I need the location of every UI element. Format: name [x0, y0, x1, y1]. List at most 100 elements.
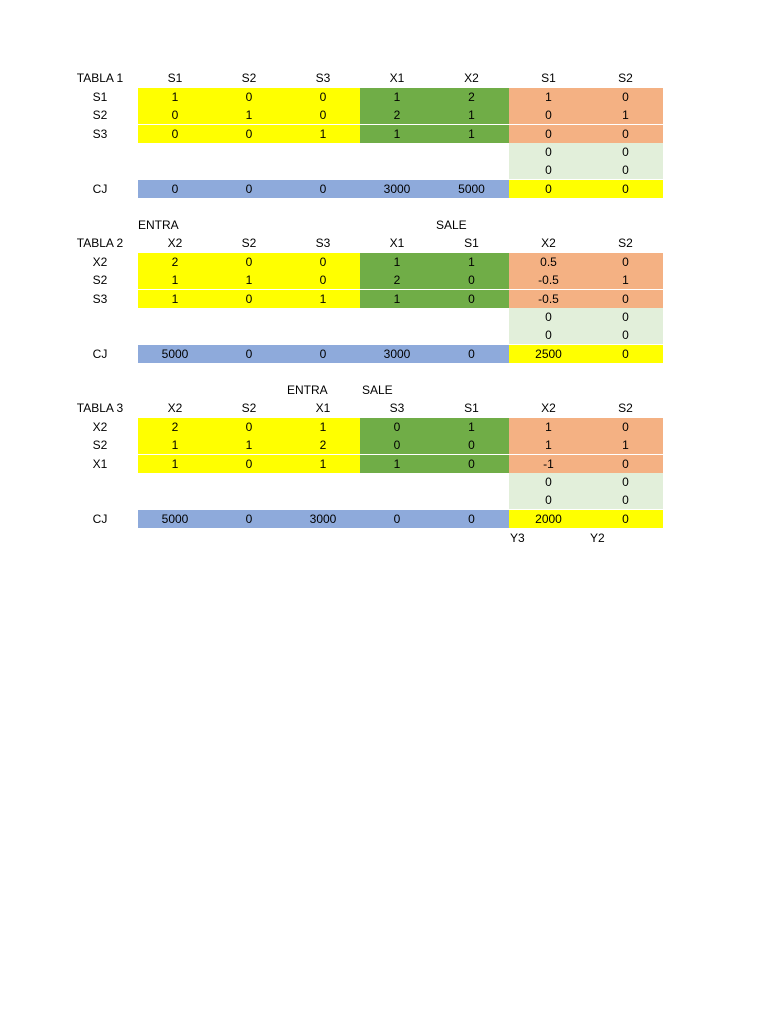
cell: 0 [588, 326, 663, 345]
cell: 0 [509, 106, 588, 125]
cell: 1 [138, 271, 212, 290]
cell: 0 [509, 124, 588, 143]
cell: 0 [360, 436, 434, 455]
table-label: TABLA 1 [76, 71, 124, 85]
cell: 0 [588, 289, 663, 308]
note: ENTRA [287, 383, 328, 397]
column-header: S2 [241, 71, 257, 85]
row-label: S3 [92, 126, 108, 141]
row-label: CJ [92, 181, 108, 196]
cell: 0 [588, 161, 663, 180]
column-header: X2 [167, 236, 183, 250]
table-label: TABLA 3 [76, 401, 124, 415]
cell: 1 [212, 271, 286, 290]
column-header: X2 [464, 71, 479, 85]
cell: 0 [509, 472, 588, 491]
footer-note: Y3 [510, 531, 525, 545]
cell: -1 [509, 454, 588, 473]
note: SALE [436, 218, 467, 232]
cell: 1 [360, 253, 434, 271]
cell: 0 [212, 509, 286, 528]
cell: 1 [286, 418, 360, 436]
cell: 1 [434, 124, 509, 143]
cell: 1 [588, 271, 663, 290]
column-header: S2 [618, 71, 633, 85]
row-label: S2 [92, 108, 108, 123]
cell: 1 [138, 454, 212, 473]
cell: 0 [212, 124, 286, 143]
row-label: X1 [92, 456, 108, 471]
cell: 0 [588, 454, 663, 473]
cell: 2 [360, 106, 434, 125]
cell: 0 [360, 418, 434, 436]
cell: 1 [434, 253, 509, 271]
cell: 1 [286, 124, 360, 143]
cell: 0 [588, 491, 663, 510]
column-header: S1 [541, 71, 556, 85]
table-label: TABLA 2 [76, 236, 124, 250]
cell: 0 [286, 271, 360, 290]
column-header: S2 [241, 401, 257, 415]
footer-note: Y2 [590, 531, 605, 545]
cell: 1 [360, 88, 434, 106]
cell: 0 [509, 326, 588, 345]
row-label: S3 [92, 291, 108, 306]
cell: 1 [212, 436, 286, 455]
cell: 2 [138, 418, 212, 436]
cell: 1 [434, 418, 509, 436]
row-label: CJ [92, 346, 108, 361]
column-header: X1 [315, 401, 331, 415]
cell: 0 [212, 418, 286, 436]
cell: 0 [434, 454, 509, 473]
cell: 1 [138, 289, 212, 308]
note: SALE [362, 383, 393, 397]
cell: 0 [360, 509, 434, 528]
cell: 0 [434, 271, 509, 290]
cell: 0 [588, 253, 663, 271]
cell: 1 [360, 454, 434, 473]
cell: 1 [509, 88, 588, 106]
cell: 1 [588, 436, 663, 455]
column-header: S1 [167, 71, 183, 85]
cell: 0 [212, 179, 286, 198]
cell: 3000 [286, 509, 360, 528]
column-header: S3 [315, 71, 331, 85]
cell: 2000 [509, 509, 588, 528]
cell: 0 [588, 344, 663, 363]
cell: 1 [360, 124, 434, 143]
cell: 3000 [360, 344, 434, 363]
cell: 0 [588, 307, 663, 326]
column-header: S3 [315, 236, 331, 250]
cell: 0 [138, 179, 212, 198]
column-header: S1 [464, 236, 479, 250]
column-header: X2 [167, 401, 183, 415]
cell: 0 [212, 289, 286, 308]
row-label: X2 [92, 255, 108, 269]
column-header: X1 [389, 71, 405, 85]
cell: 5000 [138, 509, 212, 528]
cell: 0 [434, 509, 509, 528]
cell: 2 [138, 253, 212, 271]
cell: 0 [286, 253, 360, 271]
row-label: CJ [92, 511, 108, 526]
cell: 0 [138, 124, 212, 143]
column-header: S3 [389, 401, 405, 415]
column-header: S1 [464, 401, 479, 415]
cell: 0 [509, 307, 588, 326]
column-header: X2 [541, 401, 556, 415]
column-header: X1 [389, 236, 405, 250]
cell: 0 [286, 106, 360, 125]
cell: 1 [138, 436, 212, 455]
cell: 0 [509, 179, 588, 198]
cell: 0 [138, 106, 212, 125]
cell: 3000 [360, 179, 434, 198]
cell: 2 [434, 88, 509, 106]
cell: 1 [360, 289, 434, 308]
row-label: X2 [92, 420, 108, 434]
cell: 1 [509, 418, 588, 436]
cell: 0 [588, 472, 663, 491]
cell: 0 [286, 344, 360, 363]
cell: 0 [212, 454, 286, 473]
cell: -0.5 [509, 271, 588, 290]
cell: 0 [212, 88, 286, 106]
